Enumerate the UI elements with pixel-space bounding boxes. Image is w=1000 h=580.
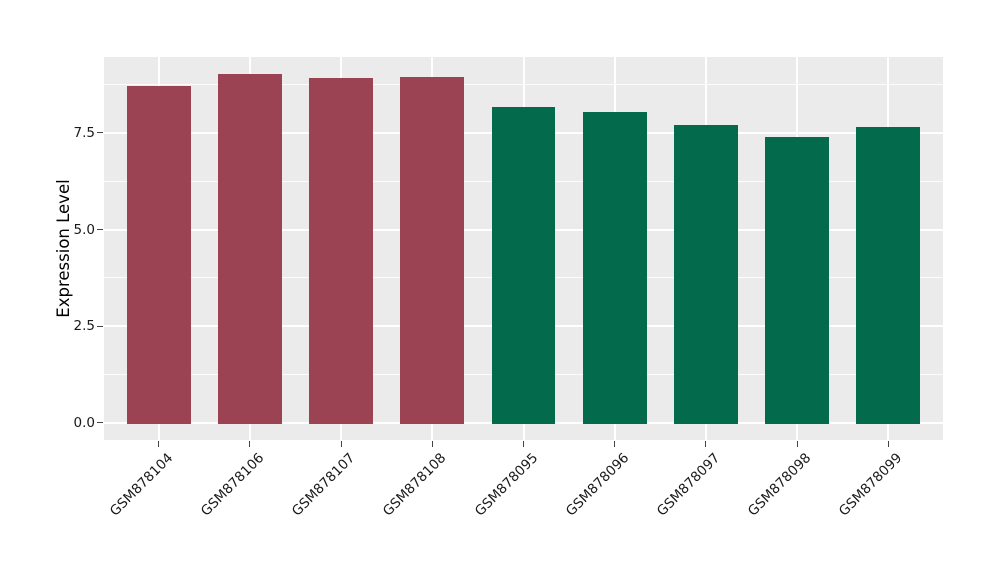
- bar-GSM878104: [126, 85, 191, 424]
- y-tick-label: 5.0: [73, 221, 95, 238]
- x-tick-label-GSM878106: GSM878106: [197, 450, 268, 520]
- x-tick-mark: [249, 441, 251, 447]
- x-tick-label-GSM878108: GSM878108: [380, 450, 450, 520]
- bar-GSM878099: [856, 126, 921, 424]
- x-tick-mark: [523, 441, 524, 447]
- x-tick-label-GSM878096: GSM878096: [562, 450, 633, 520]
- bar-GSM878096: [582, 111, 647, 424]
- y-tick-mark: [97, 132, 103, 134]
- x-tick-label-GSM878104: GSM878104: [106, 450, 177, 520]
- x-tick-mark: [705, 441, 707, 447]
- bar-GSM878106: [217, 73, 282, 424]
- y-tick-label: 0.0: [73, 414, 95, 431]
- x-tick-mark: [614, 441, 616, 447]
- plot-area: [104, 57, 943, 440]
- y-tick-mark: [97, 422, 103, 424]
- bar-GSM878097: [673, 124, 738, 424]
- y-tick-label: 7.5: [73, 124, 95, 141]
- bar-GSM878108: [400, 77, 465, 424]
- x-tick-mark: [887, 441, 889, 447]
- x-tick-mark: [431, 441, 433, 447]
- x-tick-mark: [158, 441, 160, 447]
- x-tick-label-GSM878107: GSM878107: [288, 450, 359, 520]
- bar-GSM878095: [491, 106, 556, 424]
- y-tick-label: 2.5: [73, 318, 95, 335]
- y-tick-mark: [97, 229, 103, 231]
- x-tick-mark: [796, 441, 798, 447]
- x-tick-label-GSM878099: GSM878099: [836, 450, 906, 520]
- x-tick-label-GSM878098: GSM878098: [744, 450, 815, 520]
- y-axis-label: Expression Level: [54, 179, 73, 318]
- bar-GSM878098: [765, 136, 829, 424]
- x-tick-mark: [340, 441, 342, 447]
- bar-GSM878107: [309, 78, 374, 424]
- x-tick-label-GSM878095: GSM878095: [471, 450, 541, 520]
- y-tick-mark: [97, 325, 103, 327]
- x-tick-label-GSM878097: GSM878097: [653, 450, 724, 520]
